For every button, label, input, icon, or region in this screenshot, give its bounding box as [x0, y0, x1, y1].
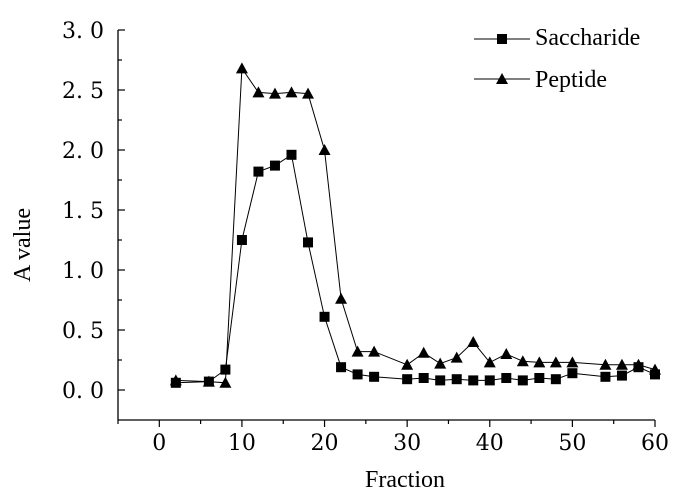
- data-point-saccharide: [336, 362, 347, 373]
- data-point-saccharide: [600, 371, 611, 382]
- data-point-saccharide: [501, 373, 512, 383]
- data-point-peptide: [335, 292, 348, 304]
- y-axis-title: A value: [10, 208, 36, 282]
- data-point-peptide: [302, 87, 315, 99]
- data-point-peptide: [566, 356, 579, 368]
- data-point-peptide: [467, 336, 480, 347]
- data-point-saccharide: [286, 149, 297, 160]
- data-point-peptide: [368, 345, 381, 357]
- data-point-peptide: [649, 363, 661, 375]
- data-point-peptide: [417, 346, 430, 358]
- x-tick-label: 20: [311, 431, 339, 456]
- data-point-saccharide: [451, 374, 462, 385]
- data-point-peptide: [351, 345, 364, 357]
- legend: Saccharide Peptide: [474, 25, 640, 93]
- data-point-saccharide: [319, 311, 330, 322]
- data-point-peptide: [632, 358, 645, 370]
- y-tick-label: 1. 5: [62, 199, 104, 224]
- data-point-saccharide: [468, 375, 479, 386]
- x-tick-label: 30: [393, 431, 421, 456]
- data-point-peptide: [219, 376, 232, 388]
- x-tick-label: 10: [228, 431, 256, 456]
- y-tick-label: 2. 0: [62, 139, 104, 164]
- data-point-saccharide: [418, 373, 429, 383]
- data-point-peptide: [533, 356, 546, 368]
- data-point-peptide: [500, 348, 513, 359]
- y-tick-label: 0. 0: [62, 379, 104, 404]
- data-point-saccharide: [236, 235, 247, 245]
- y-tick-label: 1. 0: [62, 259, 104, 284]
- legend-label-saccharide: Saccharide: [535, 25, 640, 51]
- data-point-peptide: [268, 87, 281, 99]
- y-tick-label: 3. 0: [62, 19, 104, 44]
- data-point-saccharide: [369, 371, 380, 382]
- data-point-peptide: [202, 375, 215, 387]
- x-tick-label: 0: [152, 431, 166, 456]
- x-tick-label: 50: [558, 431, 586, 456]
- data-point-peptide: [401, 358, 414, 370]
- data-point-saccharide: [402, 374, 413, 385]
- data-point-saccharide: [352, 369, 363, 380]
- data-point-saccharide: [616, 370, 627, 381]
- data-point-saccharide: [269, 160, 280, 171]
- y-tick-label: 0. 5: [62, 319, 104, 344]
- series-layer: [169, 62, 661, 388]
- x-ticks: 0 10 20 30 40 50 60: [117, 420, 669, 456]
- data-point-peptide: [235, 62, 248, 74]
- data-point-peptide: [516, 355, 529, 367]
- data-point-saccharide: [550, 374, 561, 385]
- data-point-saccharide: [534, 373, 545, 383]
- x-tick-label: 60: [641, 431, 669, 456]
- axes: [117, 30, 655, 421]
- data-point-saccharide: [253, 166, 264, 177]
- data-point-peptide: [599, 358, 612, 370]
- data-point-peptide: [434, 357, 447, 369]
- series-line-saccharide: [175, 153, 656, 384]
- data-point-peptide: [285, 86, 298, 98]
- y-ticks: 0. 0 0. 5 1. 0 1. 5 2. 0 2. 5 3. 0: [62, 19, 125, 404]
- data-point-peptide: [252, 86, 265, 98]
- data-point-peptide: [615, 358, 628, 370]
- data-point-peptide: [450, 351, 463, 363]
- x-axis-title: Fraction: [365, 467, 445, 493]
- data-point-saccharide: [567, 368, 578, 379]
- data-point-saccharide: [484, 375, 495, 386]
- data-point-saccharide: [220, 364, 231, 375]
- data-point-peptide: [318, 144, 331, 155]
- x-tick-label: 40: [476, 431, 504, 456]
- legend-marker-peptide: [496, 73, 508, 84]
- y-tick-label: 2. 5: [62, 79, 104, 104]
- data-point-peptide: [169, 374, 182, 386]
- legend-label-peptide: Peptide: [535, 67, 607, 93]
- series-line-peptide: [175, 66, 656, 384]
- data-point-saccharide: [303, 237, 314, 248]
- data-point-peptide: [483, 356, 496, 368]
- data-point-peptide: [549, 356, 562, 368]
- data-point-saccharide: [517, 375, 528, 386]
- data-point-saccharide: [435, 375, 446, 386]
- legend-marker-saccharide: [497, 34, 507, 44]
